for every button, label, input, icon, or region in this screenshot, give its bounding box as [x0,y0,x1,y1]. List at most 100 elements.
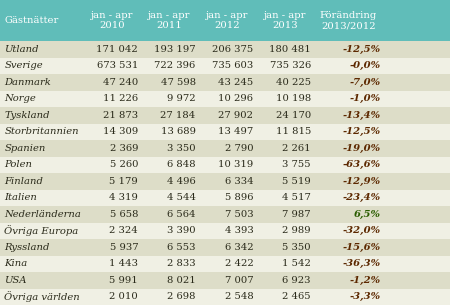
Text: -0,0%: -0,0% [350,61,381,70]
Text: Sverige: Sverige [4,61,43,70]
Bar [0,41,450,58]
Text: 7 987: 7 987 [282,210,311,219]
Bar [0,74,450,91]
Text: -15,6%: -15,6% [342,243,381,252]
Text: Polen: Polen [4,160,32,169]
Text: -12,5%: -12,5% [342,127,381,136]
Text: -13,4%: -13,4% [342,111,381,120]
Text: 2 698: 2 698 [167,292,196,301]
Text: 40 225: 40 225 [276,78,311,87]
Text: 4 393: 4 393 [225,226,253,235]
Text: 4 544: 4 544 [167,193,196,202]
Text: 6 564: 6 564 [167,210,196,219]
Text: -7,0%: -7,0% [350,78,381,87]
Bar [0,206,450,223]
Text: 6 342: 6 342 [225,243,253,252]
Text: 10 319: 10 319 [218,160,253,169]
Text: 735 326: 735 326 [270,61,311,70]
Bar [0,256,450,272]
Text: 6 923: 6 923 [283,276,311,285]
Text: 193 197: 193 197 [154,45,196,54]
Bar [0,156,450,173]
Text: 27 184: 27 184 [161,111,196,120]
Text: 2 422: 2 422 [225,259,253,268]
Text: Spanien: Spanien [4,144,46,153]
Bar [0,58,450,74]
Text: Kina: Kina [4,259,28,268]
Text: jan - apr
2011: jan - apr 2011 [148,11,191,30]
Text: -12,9%: -12,9% [342,177,381,186]
Bar [0,272,450,289]
Text: 2 324: 2 324 [109,226,138,235]
Text: 4 319: 4 319 [109,193,138,202]
Text: -12,5%: -12,5% [342,45,381,54]
Text: 6,5%: 6,5% [354,210,381,219]
Text: Tyskland: Tyskland [4,111,50,120]
Text: 9 972: 9 972 [167,94,196,103]
Text: 2 790: 2 790 [225,144,253,153]
Text: -3,3%: -3,3% [350,292,381,301]
Text: jan - apr
2013: jan - apr 2013 [264,11,306,30]
Text: 13 689: 13 689 [161,127,196,136]
Text: Utland: Utland [4,45,39,54]
Text: Förändring
2013/2012: Förändring 2013/2012 [320,11,377,30]
Text: 11 226: 11 226 [103,94,138,103]
Text: 3 350: 3 350 [167,144,196,153]
Text: 24 170: 24 170 [276,111,311,120]
Text: jan - apr
2012: jan - apr 2012 [206,11,248,30]
Text: Italien: Italien [4,193,37,202]
Text: 2 369: 2 369 [110,144,138,153]
Text: Gästnätter: Gästnätter [4,16,59,25]
Bar [0,289,450,305]
Text: Övriga världen: Övriga världen [4,291,80,302]
Text: -36,3%: -36,3% [342,259,381,268]
Bar [0,140,450,156]
Text: 2 833: 2 833 [167,259,196,268]
Text: 3 755: 3 755 [282,160,311,169]
Text: 10 198: 10 198 [276,94,311,103]
Text: 5 179: 5 179 [109,177,138,186]
Text: 171 042: 171 042 [96,45,138,54]
Text: 14 309: 14 309 [103,127,138,136]
Bar [0,173,450,190]
Text: Övriga Europa: Övriga Europa [4,225,79,236]
Text: 3 390: 3 390 [167,226,196,235]
Text: 5 896: 5 896 [225,193,253,202]
Text: 5 991: 5 991 [109,276,138,285]
Text: 13 497: 13 497 [218,127,253,136]
Text: 673 531: 673 531 [97,61,138,70]
Text: -1,0%: -1,0% [350,94,381,103]
Text: 43 245: 43 245 [218,78,253,87]
Text: -23,4%: -23,4% [342,193,381,202]
Text: 2 010: 2 010 [109,292,138,301]
Text: 2 261: 2 261 [282,144,311,153]
Text: Finland: Finland [4,177,43,186]
Text: jan - apr
2010: jan - apr 2010 [91,11,133,30]
Text: 5 350: 5 350 [282,243,311,252]
Text: 47 598: 47 598 [161,78,196,87]
Bar [0,107,450,124]
Text: 5 658: 5 658 [110,210,138,219]
Text: 735 603: 735 603 [212,61,253,70]
Text: 4 496: 4 496 [167,177,196,186]
Text: 27 902: 27 902 [218,111,253,120]
Bar [0,124,450,140]
Text: 5 937: 5 937 [109,243,138,252]
Text: 5 519: 5 519 [282,177,311,186]
Text: 2 989: 2 989 [282,226,311,235]
Text: -32,0%: -32,0% [342,226,381,235]
Text: 8 021: 8 021 [167,276,196,285]
Text: 47 240: 47 240 [103,78,138,87]
Text: 6 553: 6 553 [167,243,196,252]
Text: 10 296: 10 296 [218,94,253,103]
Text: Ryssland: Ryssland [4,243,50,252]
Text: 6 334: 6 334 [225,177,253,186]
Bar [0,239,450,256]
Text: -19,0%: -19,0% [342,144,381,153]
Text: Nederländerna: Nederländerna [4,210,81,219]
Text: 21 873: 21 873 [103,111,138,120]
Bar [0,190,450,206]
Text: 2 465: 2 465 [282,292,311,301]
Text: Storbritannien: Storbritannien [4,127,79,136]
Text: 7 503: 7 503 [225,210,253,219]
